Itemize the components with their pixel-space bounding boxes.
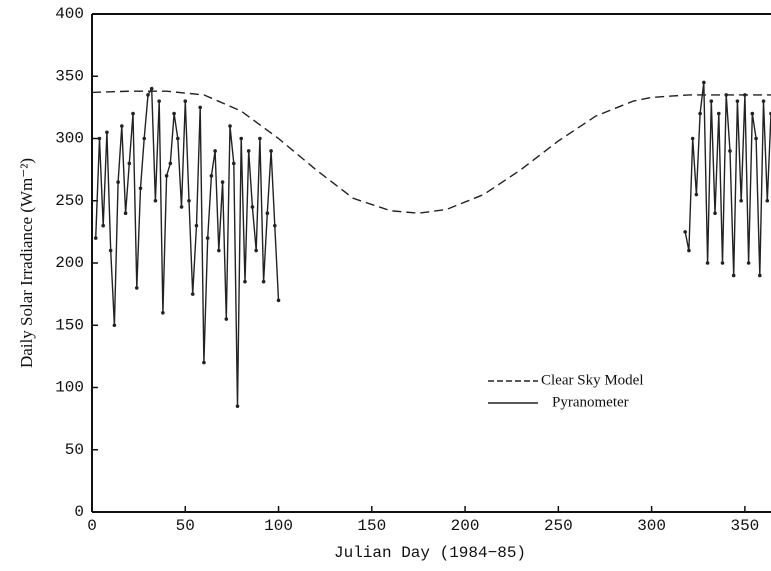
y-tick-label: 0: [74, 503, 84, 521]
data-point: [205, 236, 210, 240]
data-point: [687, 248, 691, 253]
data-point: [183, 99, 188, 103]
data-point: [202, 360, 206, 365]
data-point: [127, 161, 132, 166]
y-tick-label: 400: [55, 5, 84, 23]
data-point: [250, 205, 255, 209]
data-point: [243, 279, 247, 284]
y-axis-label: Daily Solar Irradiance (Wm⁻²): [17, 158, 36, 368]
data-point: [716, 111, 721, 116]
data-point: [228, 124, 232, 128]
legend-label: Pyranometer: [552, 394, 629, 410]
data-point: [153, 198, 158, 203]
y-tick-label: 250: [55, 192, 84, 210]
data-point: [138, 186, 143, 191]
data-point: [683, 230, 687, 234]
data-point: [120, 124, 124, 128]
y-tick-label: 50: [65, 441, 84, 459]
data-point: [258, 136, 262, 141]
data-point: [746, 261, 751, 265]
data-point: [728, 149, 732, 153]
x-tick-label: 100: [264, 517, 293, 535]
data-point: [735, 99, 740, 103]
x-tick-label: 300: [637, 517, 666, 535]
data-point: [758, 273, 762, 278]
x-tick-label: 50: [176, 517, 195, 535]
data-point: [134, 286, 139, 290]
data-point: [157, 99, 161, 103]
data-point: [761, 99, 766, 103]
y-tick-label: 300: [55, 130, 84, 148]
data-point: [131, 111, 135, 116]
data-point: [720, 261, 725, 265]
data-point: [116, 180, 120, 184]
data-point: [123, 211, 128, 215]
data-point: [149, 86, 154, 91]
data-point: [261, 279, 266, 284]
data-point: [112, 323, 117, 328]
data-point: [269, 149, 273, 153]
data-point: [231, 161, 236, 166]
data-point: [239, 136, 244, 141]
data-point: [743, 93, 747, 97]
data-point: [101, 223, 105, 228]
data-point: [187, 198, 191, 203]
data-point: [731, 273, 736, 278]
data-point: [142, 136, 147, 141]
data-point: [265, 211, 270, 215]
series-line: [95, 82, 771, 407]
data-point: [93, 236, 98, 240]
y-tick-label: 350: [55, 67, 84, 85]
data-point: [172, 111, 176, 116]
x-tick-label: 200: [451, 517, 480, 535]
data-point: [765, 198, 770, 203]
data-point: [276, 298, 281, 303]
data-point: [235, 404, 240, 408]
x-tick-label: 0: [87, 517, 97, 535]
x-tick-label: 250: [544, 517, 573, 535]
data-point: [213, 149, 217, 153]
data-point: [168, 161, 173, 166]
legend-label: Clear Sky Model: [541, 372, 644, 388]
data-point: [97, 136, 102, 141]
data-point: [190, 292, 195, 296]
data-point: [179, 205, 184, 209]
data-point: [702, 80, 706, 85]
data-point: [705, 261, 710, 265]
data-point: [164, 174, 169, 178]
data-point: [713, 211, 717, 215]
data-point: [108, 248, 113, 253]
x-tick-label: 150: [357, 517, 386, 535]
data-point: [739, 198, 743, 203]
data-point: [220, 180, 225, 184]
data-point: [217, 248, 221, 253]
data-point: [198, 105, 202, 110]
data-point: [246, 149, 251, 153]
data-point: [754, 136, 758, 141]
data-point: [105, 130, 109, 135]
data-point: [694, 192, 699, 197]
data-point: [161, 311, 165, 315]
x-tick-label: 350: [730, 517, 759, 535]
series-line: [91, 90, 771, 214]
data-point: [224, 317, 229, 321]
data-point: [698, 111, 702, 116]
y-tick-label: 200: [55, 254, 84, 272]
data-point: [254, 248, 258, 253]
data-point: [194, 223, 199, 228]
data-point: [146, 93, 150, 97]
data-point: [709, 99, 714, 103]
data-point: [209, 174, 214, 178]
data-point: [273, 223, 277, 228]
x-axis-label: Julian Day (1984−85): [334, 544, 526, 562]
data-point: [750, 111, 755, 116]
data-point: [690, 136, 695, 141]
data-point: [724, 93, 729, 97]
y-tick-label: 150: [55, 316, 84, 334]
y-tick-label: 100: [55, 379, 84, 397]
data-point: [176, 136, 180, 141]
